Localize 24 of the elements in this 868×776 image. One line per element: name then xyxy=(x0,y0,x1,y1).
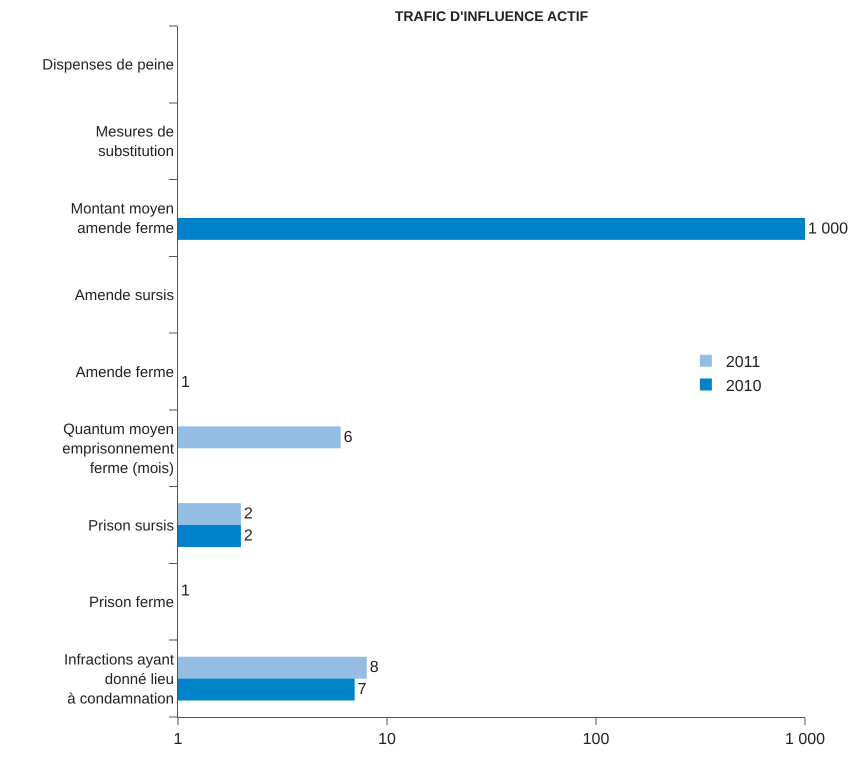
y-tick-label: Amende ferme xyxy=(76,364,174,381)
data-label: 1 000 xyxy=(808,220,848,238)
data-label: 2 xyxy=(244,506,253,523)
x-tick-label: 100 xyxy=(582,731,610,748)
y-tick-label: Infractions ayant donné lieu à condamnation xyxy=(64,651,175,708)
y-tick-label: Mesures de substitution xyxy=(96,124,174,160)
data-label: 7 xyxy=(358,681,367,698)
y-tick-label: Prison sursis xyxy=(88,517,174,534)
data-label: 2 xyxy=(244,528,253,544)
data-label: 1 xyxy=(181,582,190,600)
data-label: 6 xyxy=(344,428,353,446)
y-tick-label: Montant moyen amende ferme xyxy=(70,200,174,237)
legend-label: 2011 xyxy=(726,354,760,371)
data-label: 8 xyxy=(370,659,379,676)
y-tick-label: Prison ferme xyxy=(88,594,174,612)
x-tick-label: 1 000 xyxy=(784,731,826,748)
y-tick-label: Amende sursis xyxy=(74,286,174,304)
data-label: 1 xyxy=(181,374,190,391)
y-tick-label: Quantum moyen emprisonnement ferme (mois) xyxy=(62,421,175,478)
x-tick-label: 1 xyxy=(174,731,183,748)
chart-title: TRAFIC D'INFLUENCE ACTIF xyxy=(394,8,589,24)
y-tick-label: Dispenses de peine xyxy=(42,56,174,74)
legend-label: 2010 xyxy=(726,378,762,395)
x-tick-label: 10 xyxy=(378,731,396,748)
